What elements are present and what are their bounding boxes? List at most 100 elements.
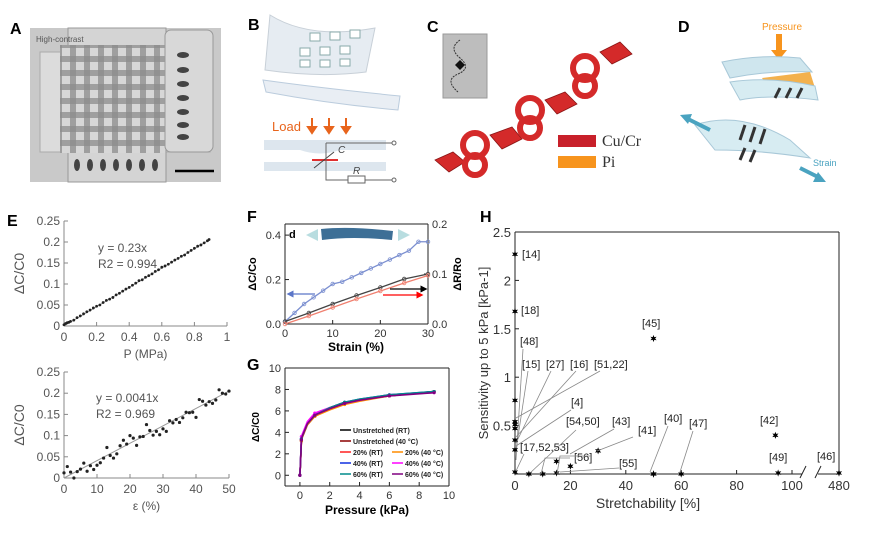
data-point bbox=[161, 427, 165, 431]
data-point bbox=[207, 400, 211, 404]
point-reference-label: [54,50] bbox=[566, 416, 600, 428]
x-axis-label: Strain (%) bbox=[328, 340, 384, 354]
y-right-tick-label: 0.0 bbox=[432, 319, 447, 331]
series-marker bbox=[282, 319, 288, 324]
stretched-sample-image bbox=[321, 227, 393, 240]
data-point bbox=[678, 470, 685, 478]
y-tick-label: 0.1 bbox=[43, 277, 60, 291]
data-point bbox=[835, 469, 843, 477]
x-tick-label: 30 bbox=[422, 328, 434, 340]
data-point bbox=[144, 275, 147, 279]
data-point bbox=[137, 279, 141, 283]
series-marker bbox=[311, 295, 316, 300]
x-axis-label: Stretchability [%] bbox=[596, 495, 700, 511]
y-tick-label: 0.15 bbox=[37, 407, 61, 421]
legend-swatch-pi bbox=[558, 156, 596, 168]
data-point bbox=[127, 285, 131, 289]
panel-label-b: B bbox=[248, 17, 260, 34]
y-tick-label: 2.5 bbox=[493, 225, 511, 240]
x-tick-label: 6 bbox=[386, 490, 392, 502]
x-tick-label: 0.2 bbox=[88, 330, 105, 344]
point-reference-label: [42] bbox=[760, 415, 778, 427]
data-point bbox=[157, 268, 160, 272]
data-point bbox=[104, 298, 108, 302]
data-point bbox=[111, 456, 116, 460]
series-marker bbox=[349, 275, 354, 280]
leader-line bbox=[679, 430, 694, 473]
panel-c-serpentine-sensor: Cu/Cr Pi bbox=[434, 33, 642, 178]
y-tick-label: 0.15 bbox=[37, 256, 61, 270]
panel-label-d: D bbox=[678, 19, 690, 36]
data-point bbox=[160, 265, 164, 269]
data-point bbox=[199, 243, 203, 247]
y-tick-label: 0.2 bbox=[266, 275, 281, 287]
legend-swatch-cucr bbox=[558, 135, 596, 147]
legend-entry: 40% (40 °C) bbox=[405, 460, 443, 468]
series-marker bbox=[387, 394, 391, 398]
panel-label-c: C bbox=[427, 19, 439, 36]
x-tick-label: 8 bbox=[416, 490, 422, 502]
data-point bbox=[191, 410, 195, 414]
chart-e-bottom: 0 10 20 30 40 50 0 0.05 0.1 0.15 0.2 0.25 ε (%) ΔC/C0… bbox=[11, 365, 236, 513]
series-marker bbox=[330, 305, 335, 310]
strain-label: Strain bbox=[813, 158, 837, 168]
y-tick-label: 2 bbox=[275, 449, 281, 461]
capacitor-label: C bbox=[338, 145, 346, 156]
data-point bbox=[92, 467, 96, 472]
x-tick-label: 480 bbox=[828, 478, 850, 493]
data-point bbox=[177, 420, 182, 425]
data-point bbox=[138, 435, 142, 439]
series-marker bbox=[397, 252, 402, 258]
y-axis-label: ΔC/Co bbox=[247, 257, 259, 291]
data-point bbox=[210, 401, 215, 405]
series-marker bbox=[343, 401, 347, 405]
data-point bbox=[164, 429, 168, 433]
data-point bbox=[111, 296, 115, 299]
point-reference-label: [47] bbox=[689, 418, 707, 430]
y-tick-label: 0 bbox=[275, 470, 281, 482]
data-point bbox=[186, 251, 190, 254]
data-point bbox=[166, 262, 170, 266]
data-point bbox=[525, 470, 532, 478]
data-point bbox=[181, 416, 185, 420]
data-point bbox=[511, 396, 519, 404]
data-point bbox=[82, 312, 85, 316]
leader-line bbox=[515, 370, 577, 438]
y-tick-label: 1.5 bbox=[493, 322, 511, 337]
y-axis-label: ΔC/C0 bbox=[11, 253, 27, 294]
data-point bbox=[101, 301, 105, 304]
x-tick-label: 20 bbox=[563, 478, 577, 493]
y-tick-label: 0.2 bbox=[43, 386, 60, 400]
y-tick-label: 2 bbox=[504, 273, 511, 288]
y-tick-label: 0 bbox=[53, 319, 60, 333]
data-point bbox=[98, 303, 102, 307]
data-point bbox=[69, 319, 72, 323]
strain-arrow-left-icon bbox=[685, 116, 711, 132]
y-tick-label: 6 bbox=[275, 406, 281, 418]
data-point bbox=[539, 470, 546, 478]
stretch-arrow-left-icon bbox=[306, 229, 318, 241]
panel-b-capacitive-schematic: Load C R bbox=[262, 14, 401, 184]
leader-line bbox=[515, 370, 529, 451]
axis-break-mark bbox=[799, 465, 807, 479]
x-tick-label: 40 bbox=[619, 478, 633, 493]
legend-entry: 20% (40 °C) bbox=[405, 449, 443, 457]
point-reference-label: [40] bbox=[664, 413, 682, 425]
leader-line bbox=[569, 428, 615, 455]
series-marker bbox=[298, 473, 302, 477]
leader-line bbox=[556, 455, 592, 475]
x-tick-label: 10 bbox=[327, 328, 339, 340]
point-reference-label: [55] bbox=[619, 458, 637, 470]
x-tick-label: 40 bbox=[189, 482, 203, 496]
data-point bbox=[72, 318, 76, 322]
data-point bbox=[650, 334, 657, 343]
data-point bbox=[207, 238, 211, 241]
y-tick-label: 0.4 bbox=[266, 230, 281, 242]
data-point bbox=[131, 436, 135, 440]
point-reference-label: [16] bbox=[570, 359, 588, 371]
data-point bbox=[187, 411, 191, 415]
data-point bbox=[102, 456, 106, 460]
fit-equation: y = 0.0041x bbox=[96, 391, 158, 405]
